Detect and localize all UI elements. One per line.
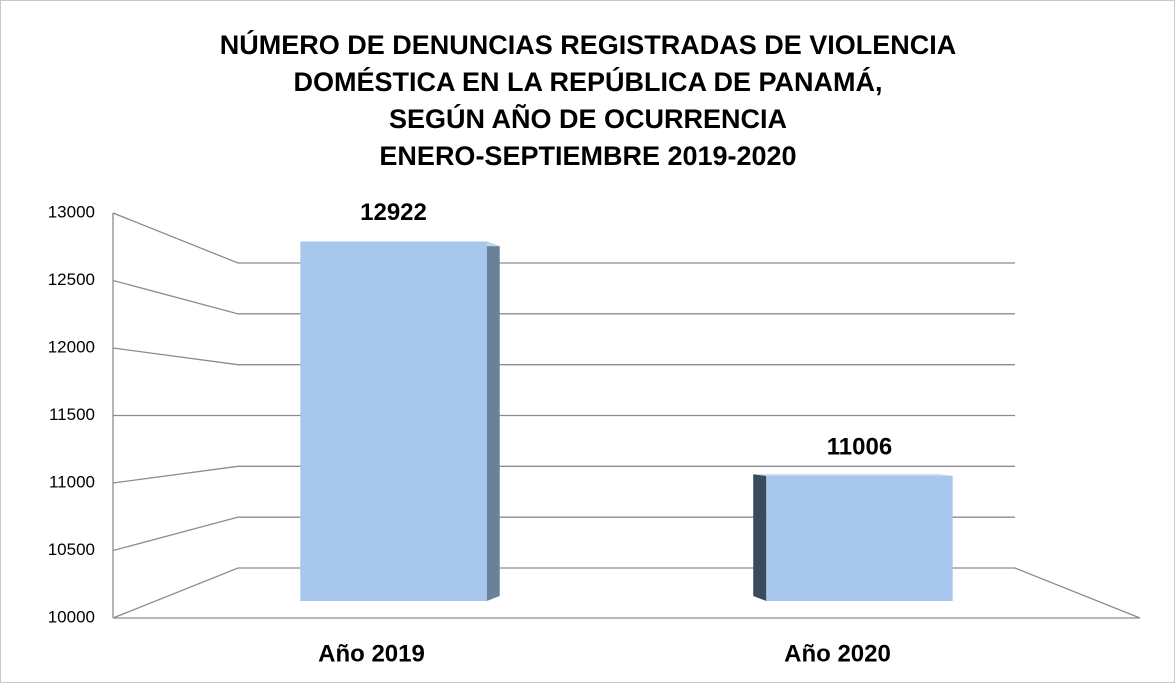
y-tick-label: 10000 bbox=[48, 607, 95, 626]
bar bbox=[300, 241, 500, 602]
bar-top bbox=[753, 474, 953, 476]
y-tick-label: 12500 bbox=[48, 270, 95, 289]
y-tick-label: 11000 bbox=[49, 472, 95, 491]
chart-title: NÚMERO DE DENUNCIAS REGISTRADAS DE VIOLE… bbox=[220, 29, 957, 60]
grid-line bbox=[112, 465, 1015, 484]
chart-title: SEGÚN AÑO DE OCURRENCIA bbox=[389, 103, 787, 134]
bar-side bbox=[753, 474, 767, 601]
bar-front bbox=[300, 241, 487, 602]
bar-front bbox=[766, 475, 953, 601]
value-label: 11006 bbox=[827, 433, 892, 460]
bar-side bbox=[486, 241, 500, 602]
x-tick-label: Año 2020 bbox=[784, 640, 891, 667]
y-tick-label: 13000 bbox=[48, 202, 95, 221]
bar bbox=[753, 474, 953, 601]
grid-line bbox=[112, 279, 1015, 315]
y-tick-label: 10500 bbox=[48, 540, 95, 559]
chart-title: ENERO-SEPTIEMBRE 2019-2020 bbox=[379, 141, 796, 171]
y-tick-label: 12000 bbox=[48, 337, 95, 356]
grid-line bbox=[112, 347, 1015, 366]
grid-line bbox=[112, 212, 1015, 264]
chart-title: DOMÉSTICA EN LA REPÚBLICA DE PANAMÁ, bbox=[293, 66, 882, 97]
value-label: 12922 bbox=[360, 199, 427, 226]
y-tick-label: 11500 bbox=[49, 405, 95, 424]
floor bbox=[113, 567, 1141, 619]
x-tick-label: Año 2019 bbox=[318, 640, 425, 667]
